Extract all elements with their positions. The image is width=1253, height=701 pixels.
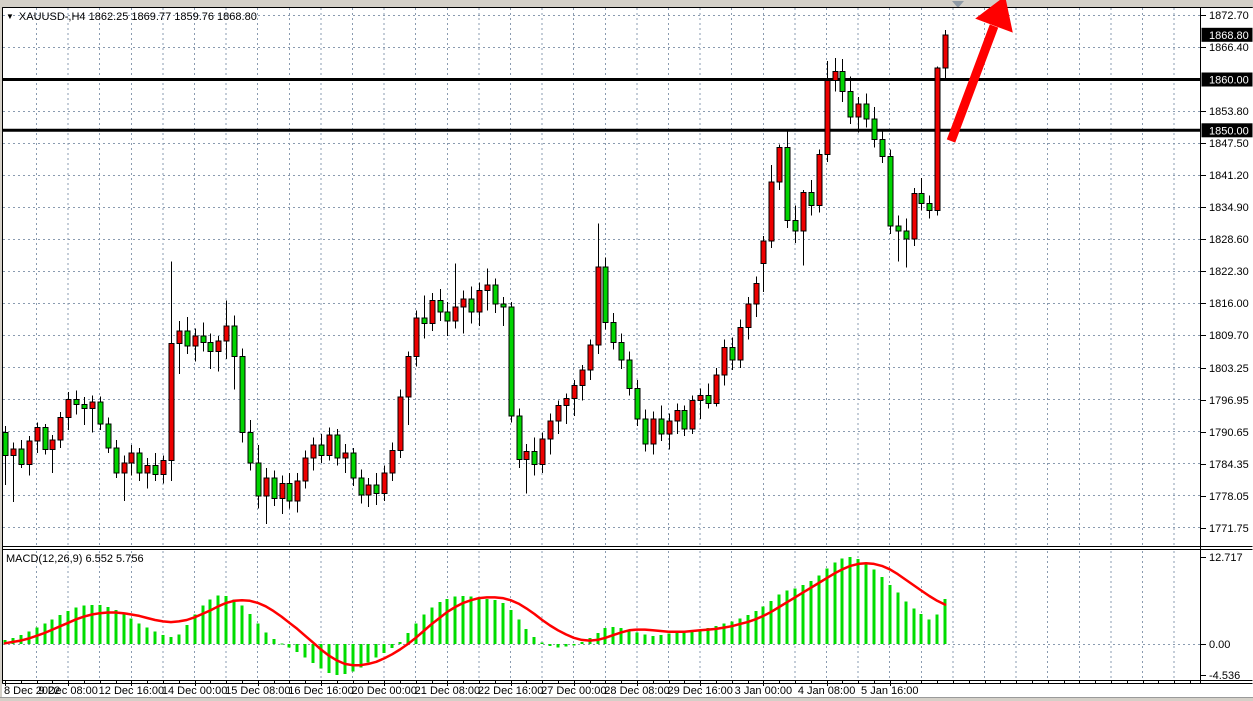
scroll-end-marker-icon <box>952 1 964 8</box>
window-bottom-strip <box>0 697 1253 701</box>
chart-header: ▼ XAUUSD-,H4 1862.25 1869.77 1859.76 186… <box>6 10 257 24</box>
main-chart-pane[interactable] <box>2 8 1201 546</box>
symbol-ohlc-text: XAUUSD-,H4 1862.25 1869.77 1859.76 1868.… <box>18 11 257 23</box>
symbol-dropdown-icon[interactable]: ▼ <box>6 12 14 21</box>
window-left-strip <box>0 0 2 700</box>
window-top-strip <box>0 0 1253 8</box>
time-axis[interactable] <box>2 684 1201 697</box>
price-axis[interactable] <box>1201 8 1253 697</box>
macd-indicator-pane[interactable] <box>2 550 1201 680</box>
macd-indicator-label: MACD(12,26,9) 6.552 5.756 <box>6 553 144 565</box>
